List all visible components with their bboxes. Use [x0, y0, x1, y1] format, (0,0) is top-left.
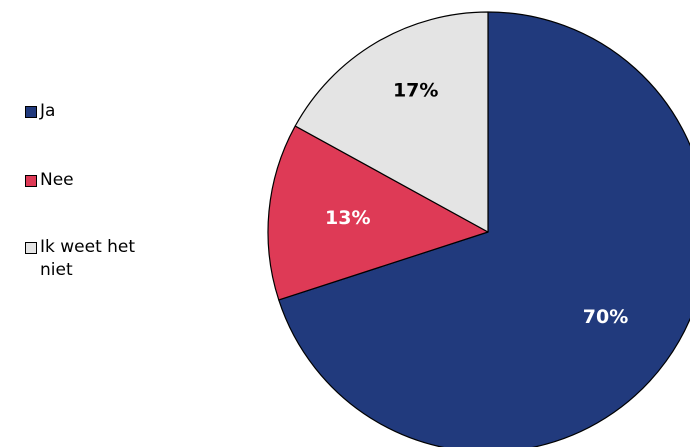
legend-label-weet-niet: Ik weet het niet	[40, 237, 136, 280]
pie-slice-weet-niet	[294, 11, 489, 233]
legend-swatch-weet-niet	[25, 242, 37, 254]
data-label-weet-niet: 17%	[393, 80, 438, 102]
pie-slice-nee	[267, 125, 489, 301]
pie-labels: 70% 13% 17%	[325, 80, 628, 328]
legend-label-nee: Nee	[40, 170, 74, 190]
data-label-ja: 70%	[583, 306, 628, 328]
legend-item-nee: Nee	[25, 169, 195, 192]
data-label-nee: 13%	[325, 207, 370, 229]
legend-label-ja: Ja	[40, 101, 56, 121]
pie-slices	[267, 11, 690, 447]
legend-swatch-nee	[25, 175, 37, 187]
pie-slice-ja	[278, 11, 690, 447]
legend-swatch-ja	[25, 106, 37, 118]
legend-item-weet-niet: Ik weet het niet	[25, 236, 173, 282]
legend-item-ja: Ja	[25, 100, 195, 123]
